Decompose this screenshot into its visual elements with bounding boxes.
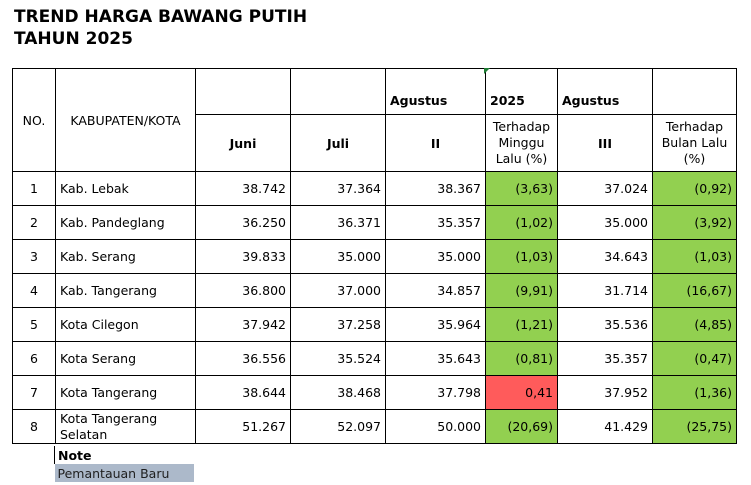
- note-legend: Note Pemantauan Baru: [54, 446, 194, 482]
- cell-week-iii: 31.714: [557, 273, 653, 308]
- header-blank-juli: [290, 68, 386, 115]
- header-week-iii: III: [557, 114, 653, 172]
- cell-juni: 38.742: [195, 171, 291, 206]
- header-juni: Juni: [195, 114, 291, 172]
- cell-no: 1: [12, 171, 56, 206]
- table-row: 3 Kab. Serang 39.833 35.000 35.000 (1,03…: [12, 239, 737, 274]
- header-week-ii: II: [385, 114, 486, 172]
- cell-vs-week: (1,02): [485, 205, 558, 240]
- cell-vs-month: (25,75): [652, 409, 737, 444]
- cell-vs-week: (1,21): [485, 307, 558, 342]
- cell-juni: 37.942: [195, 307, 291, 342]
- cell-juli: 52.097: [290, 409, 386, 444]
- cell-juli: 36.371: [290, 205, 386, 240]
- table-row: 6 Kota Serang 36.556 35.524 35.643 (0,81…: [12, 341, 737, 376]
- header-vs-week: Terhadap Minggu Lalu (%): [485, 114, 558, 172]
- cell-week-iii: 37.952: [557, 375, 653, 410]
- cell-name: Kab. Serang: [55, 239, 196, 274]
- cell-week-ii: 34.857: [385, 273, 486, 308]
- cell-vs-month: (1,36): [652, 375, 737, 410]
- cell-week-iii: 35.536: [557, 307, 653, 342]
- cell-no: 5: [12, 307, 56, 342]
- note-new-monitoring: Pemantauan Baru: [54, 464, 194, 482]
- cell-week-iii: 37.024: [557, 171, 653, 206]
- cell-vs-week: (0,81): [485, 341, 558, 376]
- cell-vs-week: (1,03): [485, 239, 558, 274]
- header-year: 2025: [485, 68, 558, 115]
- cell-week-ii: 35.000: [385, 239, 486, 274]
- header-juli: Juli: [290, 114, 386, 172]
- cell-juli: 35.000: [290, 239, 386, 274]
- cell-vs-month: (0,92): [652, 171, 737, 206]
- cell-vs-week: 0,41: [485, 375, 558, 410]
- table-row: 5 Kota Cilegon 37.942 37.258 35.964 (1,2…: [12, 307, 737, 342]
- cell-vs-week: (9,91): [485, 273, 558, 308]
- cell-juli: 37.364: [290, 171, 386, 206]
- cell-vs-month: (0,47): [652, 341, 737, 376]
- cell-no: 3: [12, 239, 56, 274]
- cell-no: 7: [12, 375, 56, 410]
- cell-week-iii: 41.429: [557, 409, 653, 444]
- header-no: NO.: [12, 68, 56, 172]
- cell-week-ii: 35.964: [385, 307, 486, 342]
- cell-juni: 38.644: [195, 375, 291, 410]
- cell-vs-month: (1,03): [652, 239, 737, 274]
- header-blank-juni: [195, 68, 291, 115]
- note-label: Note: [54, 446, 194, 464]
- header-vs-month: Terhadap Bulan Lalu (%): [652, 114, 737, 172]
- cell-juni: 39.833: [195, 239, 291, 274]
- table-row: 1 Kab. Lebak 38.742 37.364 38.367 (3,63)…: [12, 171, 737, 206]
- cell-juni: 36.800: [195, 273, 291, 308]
- header-agustus-iii: Agustus: [557, 68, 653, 115]
- cell-name: Kota Serang: [55, 341, 196, 376]
- cell-no: 2: [12, 205, 56, 240]
- cell-week-ii: 38.367: [385, 171, 486, 206]
- cell-name: Kab. Pandeglang: [55, 205, 196, 240]
- cell-week-iii: 34.643: [557, 239, 653, 274]
- table-row: 8 Kota Tangerang Selatan 51.267 52.097 5…: [12, 409, 737, 444]
- cell-week-ii: 35.643: [385, 341, 486, 376]
- header-agustus-ii: Agustus: [385, 68, 486, 115]
- cell-vs-month: (3,92): [652, 205, 737, 240]
- page-subtitle: TAHUN 2025: [14, 29, 133, 49]
- price-trend-table: NO. KABUPATEN/KOTA Agustus 2025 Agustus …: [12, 68, 737, 444]
- cell-name: Kota Tangerang: [55, 375, 196, 410]
- cell-vs-month: (16,67): [652, 273, 737, 308]
- cell-week-iii: 35.357: [557, 341, 653, 376]
- cell-week-ii: 50.000: [385, 409, 486, 444]
- cell-name: Kab. Tangerang: [55, 273, 196, 308]
- table-row: 7 Kota Tangerang 38.644 38.468 37.798 0,…: [12, 375, 737, 410]
- cell-no: 6: [12, 341, 56, 376]
- table-row: 2 Kab. Pandeglang 36.250 36.371 35.357 (…: [12, 205, 737, 240]
- cell-name: Kota Tangerang Selatan: [55, 409, 196, 444]
- cell-name: Kab. Lebak: [55, 171, 196, 206]
- header-blank-month: [652, 68, 737, 115]
- cell-week-iii: 35.000: [557, 205, 653, 240]
- cell-vs-week: (3,63): [485, 171, 558, 206]
- cell-juli: 37.000: [290, 273, 386, 308]
- cell-vs-month: (4,85): [652, 307, 737, 342]
- cell-name: Kota Cilegon: [55, 307, 196, 342]
- cell-no: 4: [12, 273, 56, 308]
- cell-juni: 36.250: [195, 205, 291, 240]
- cell-juni: 36.556: [195, 341, 291, 376]
- cell-comment-marker: [484, 68, 490, 74]
- cell-juli: 38.468: [290, 375, 386, 410]
- header-kabupaten: KABUPATEN/KOTA: [55, 68, 196, 172]
- page-title: TREND HARGA BAWANG PUTIH: [14, 7, 308, 27]
- cell-week-ii: 35.357: [385, 205, 486, 240]
- cell-juni: 51.267: [195, 409, 291, 444]
- cell-no: 8: [12, 409, 56, 444]
- cell-week-ii: 37.798: [385, 375, 486, 410]
- table-row: 4 Kab. Tangerang 36.800 37.000 34.857 (9…: [12, 273, 737, 308]
- cell-juli: 37.258: [290, 307, 386, 342]
- cell-juli: 35.524: [290, 341, 386, 376]
- cell-vs-week: (20,69): [485, 409, 558, 444]
